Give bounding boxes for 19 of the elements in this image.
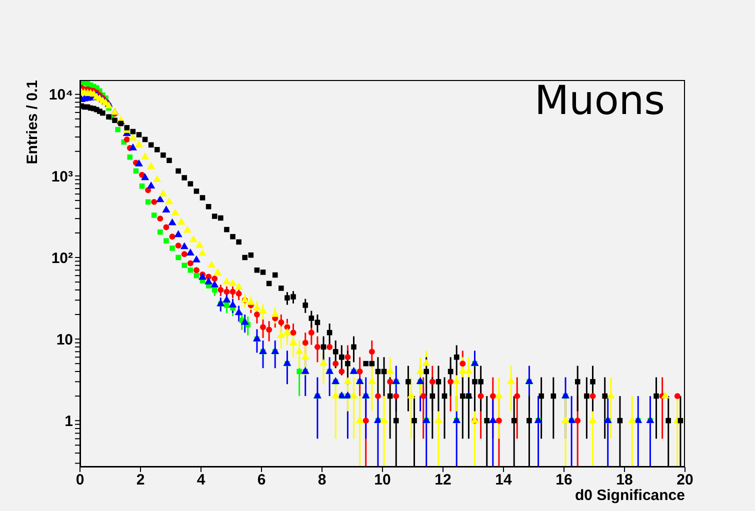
x-tick-label: 10: [374, 472, 391, 489]
x-tick-label: 8: [318, 472, 326, 489]
y-tick-label: 10: [56, 331, 73, 348]
x-tick-label: 14: [495, 472, 512, 489]
x-tick-label: 0: [76, 472, 84, 489]
x-tick-label: 20: [676, 472, 694, 489]
y-tick-label: 10²: [51, 250, 73, 267]
x-tick-label: 18: [616, 472, 633, 489]
y-tick-label: 10⁴: [48, 86, 73, 104]
x-tick-label: 16: [556, 472, 572, 489]
annotation: Muons: [534, 78, 665, 124]
x-tick-label: 6: [257, 472, 266, 489]
y-axis-title: Entries / 0.1: [24, 80, 41, 164]
y-tick-label: 10³: [51, 168, 73, 186]
x-axis-title: d0 Significance: [574, 487, 685, 504]
x-tick-label: 12: [434, 472, 452, 489]
y-tick-label: 1: [64, 412, 73, 430]
x-tick-label: 4: [196, 472, 206, 489]
x-tick-label: 2: [136, 472, 145, 489]
